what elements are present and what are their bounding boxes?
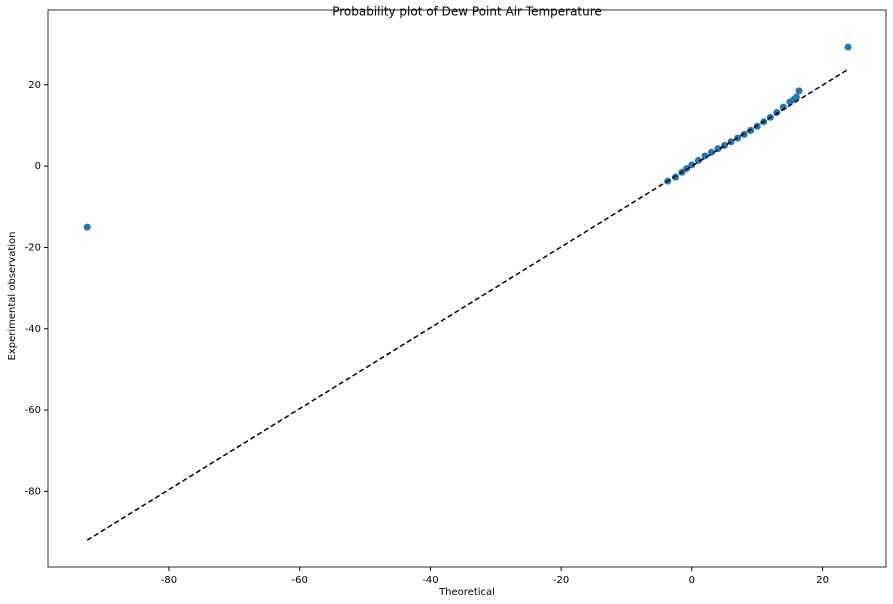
y-tick-label: -20 <box>25 242 41 253</box>
point <box>707 148 715 156</box>
point <box>792 93 800 101</box>
plot-frame <box>47 9 887 568</box>
chart-title: Probability plot of Dew Point Air Temper… <box>332 5 602 19</box>
x-axis-label: Theoretical <box>438 587 495 598</box>
x-tick-label: -60 <box>291 575 307 586</box>
x-tick-label: -40 <box>422 575 438 586</box>
point <box>83 223 91 231</box>
y-tick-label: -40 <box>25 324 41 335</box>
y-axis-label: Experimental observation <box>7 231 18 360</box>
point <box>727 138 735 146</box>
y-tick-label: -60 <box>25 405 41 416</box>
y-tick-label: -80 <box>25 486 41 497</box>
y-tick-label: 0 <box>35 161 41 172</box>
point <box>694 156 702 164</box>
point <box>795 87 803 95</box>
fit-line <box>86 68 849 541</box>
x-tick-label: -80 <box>161 575 177 586</box>
x-tick-label: 20 <box>816 575 829 586</box>
point <box>688 161 696 169</box>
x-tick-label: -20 <box>553 575 569 586</box>
point <box>672 173 680 181</box>
point <box>844 43 852 51</box>
x-tick-label: 0 <box>689 575 695 586</box>
y-tick-label: 20 <box>28 80 41 91</box>
